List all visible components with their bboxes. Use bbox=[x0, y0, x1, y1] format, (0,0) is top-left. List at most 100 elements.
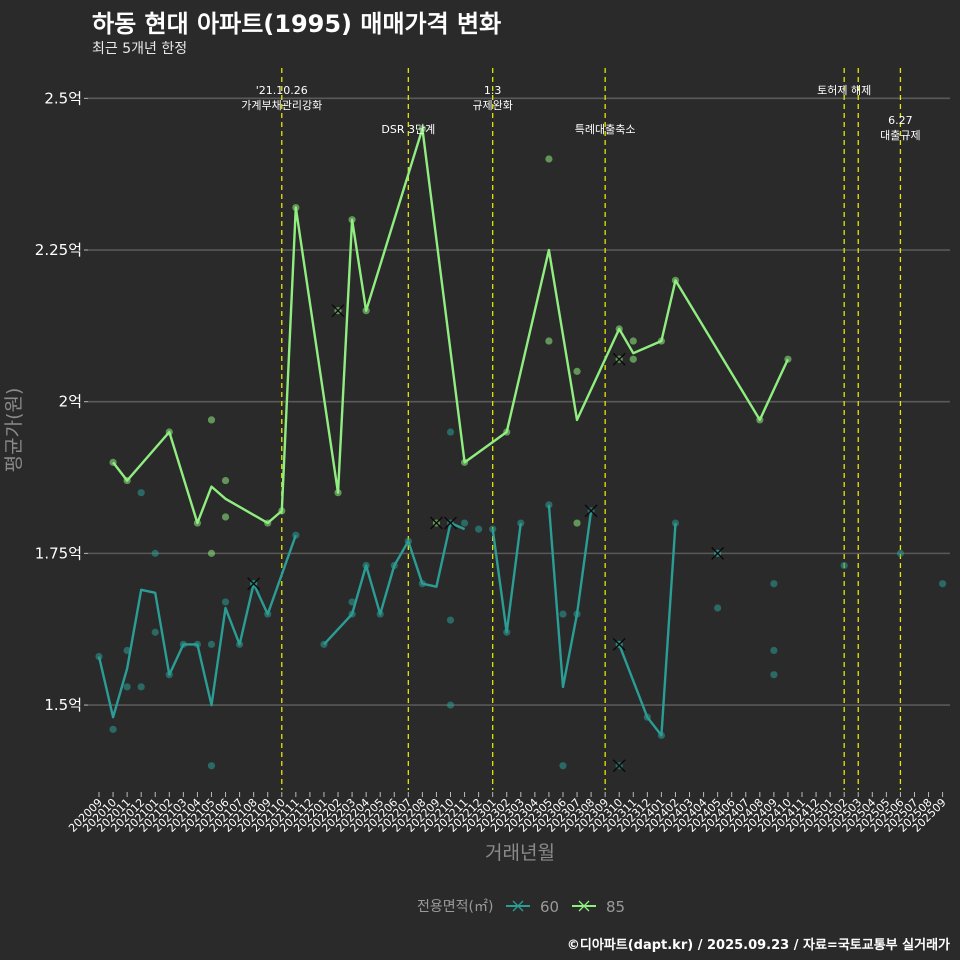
series-60-point bbox=[446, 701, 455, 709]
series-60-point bbox=[840, 561, 848, 570]
series-60-point bbox=[123, 683, 131, 691]
series-85-line bbox=[112, 127, 789, 525]
cancelled-deal-mark bbox=[612, 637, 626, 651]
series-85-point bbox=[657, 337, 666, 345]
y-tick-label: 2억 bbox=[59, 393, 82, 411]
series-60-point bbox=[137, 489, 145, 497]
legend-label-60: 60 bbox=[540, 898, 559, 916]
series-60-point bbox=[517, 519, 525, 527]
series-60-point bbox=[348, 610, 356, 618]
series-60-point bbox=[179, 640, 187, 648]
cancelled-deal-mark bbox=[247, 577, 261, 591]
series-60-point bbox=[137, 683, 145, 691]
series-60-point bbox=[643, 713, 651, 721]
y-tick-label: 1.75억 bbox=[35, 544, 82, 562]
series-85-point bbox=[221, 513, 230, 521]
series-85-point bbox=[207, 416, 216, 424]
series-60-point bbox=[489, 525, 497, 533]
cancelled-deal-mark bbox=[444, 516, 457, 530]
series-60-point bbox=[657, 731, 666, 739]
series-60-point bbox=[446, 428, 455, 436]
series-60-point bbox=[207, 762, 216, 770]
event-label: '21.10.26 bbox=[256, 84, 308, 97]
cancelled-deal-mark bbox=[331, 304, 345, 318]
line-layer bbox=[97, 127, 789, 737]
series-60-point bbox=[362, 561, 370, 570]
event-label: 토허제 해제 bbox=[817, 83, 871, 97]
series-60-point bbox=[545, 501, 553, 509]
series-60-point bbox=[404, 537, 412, 545]
cancelled-deal-mark bbox=[612, 352, 626, 366]
event-label: 6.27 bbox=[888, 114, 913, 127]
series-85-point bbox=[756, 416, 764, 424]
series-60-point bbox=[165, 671, 173, 679]
series-85-point bbox=[193, 519, 202, 527]
legend-item-60: 60 bbox=[506, 898, 559, 916]
series-85-point bbox=[334, 489, 342, 497]
event-label: 특례대출축소 bbox=[575, 123, 636, 136]
y-tick-label: 1.5억 bbox=[44, 696, 82, 714]
series-85-point bbox=[784, 355, 792, 363]
series-60-point bbox=[193, 640, 202, 648]
series-60-line bbox=[323, 521, 466, 646]
cancelled-deal-mark bbox=[429, 516, 443, 530]
series-60-point bbox=[671, 519, 680, 527]
series-60-point bbox=[896, 549, 905, 557]
legend-title: 전용면적(㎡) bbox=[417, 899, 493, 915]
x-axis-title: 거래년월 bbox=[485, 842, 555, 864]
series-60-line bbox=[97, 534, 297, 719]
y-axis-title: 평균가(원) bbox=[3, 388, 25, 473]
series-85-point bbox=[545, 337, 553, 345]
series-60-point bbox=[770, 646, 778, 655]
series-85-point bbox=[503, 428, 511, 436]
series-85-point bbox=[292, 203, 300, 212]
series-60-point bbox=[95, 652, 103, 661]
series-60-point bbox=[151, 549, 159, 557]
series-60-point bbox=[123, 646, 131, 655]
series-85-point bbox=[573, 519, 581, 527]
series-85-point bbox=[545, 155, 553, 163]
series-60-point bbox=[390, 561, 398, 570]
series-60-point bbox=[770, 580, 778, 588]
series-85-point bbox=[629, 337, 637, 345]
point-layer bbox=[95, 125, 947, 770]
event-label: DSR 3단계 bbox=[381, 123, 435, 136]
series-60-point bbox=[207, 640, 216, 648]
series-60-line bbox=[547, 504, 593, 689]
source-caption: ©디아파트(dapt.kr) / 2025.09.23 / 자료=국토교통부 실… bbox=[566, 938, 950, 953]
series-85-point bbox=[264, 519, 272, 527]
series-85-point bbox=[207, 549, 216, 557]
legend-x-mark-60 bbox=[512, 900, 524, 912]
y-tick-label: 2.5억 bbox=[44, 89, 82, 107]
series-85-point bbox=[123, 476, 131, 485]
cancelled-deal-mark bbox=[612, 759, 626, 773]
series-60-point bbox=[714, 604, 722, 612]
y-axis-ticks: 1.5억 1.75억 2억 2.25억 2.5억 bbox=[35, 89, 88, 714]
legend-x-mark-85 bbox=[578, 900, 590, 912]
series-60-point bbox=[236, 640, 244, 648]
legend-label-85: 85 bbox=[606, 898, 625, 916]
series-60-point bbox=[475, 525, 483, 533]
series-85-point bbox=[278, 507, 286, 515]
cancelled-deal-mark bbox=[711, 546, 725, 560]
series-60-point bbox=[770, 671, 778, 679]
cancelled-deal-layer bbox=[247, 304, 725, 773]
series-85-point bbox=[460, 458, 469, 466]
series-85-point bbox=[362, 307, 370, 315]
series-85-point bbox=[418, 125, 426, 133]
series-60-point bbox=[559, 762, 567, 770]
series-60-point bbox=[460, 519, 469, 527]
series-60-point bbox=[376, 610, 384, 618]
series-85-point bbox=[109, 458, 117, 466]
series-60-point bbox=[151, 628, 159, 636]
series-85-point bbox=[221, 476, 230, 485]
chart-title: 하동 현대 아파트(1995) 매매가격 변화 bbox=[92, 10, 502, 38]
series-60-point bbox=[939, 580, 947, 588]
series-60-line bbox=[618, 522, 677, 737]
series-85-point bbox=[573, 367, 581, 375]
series-60-point bbox=[446, 616, 455, 624]
event-label: 대출규제 bbox=[880, 129, 920, 142]
series-60-point bbox=[221, 598, 230, 606]
